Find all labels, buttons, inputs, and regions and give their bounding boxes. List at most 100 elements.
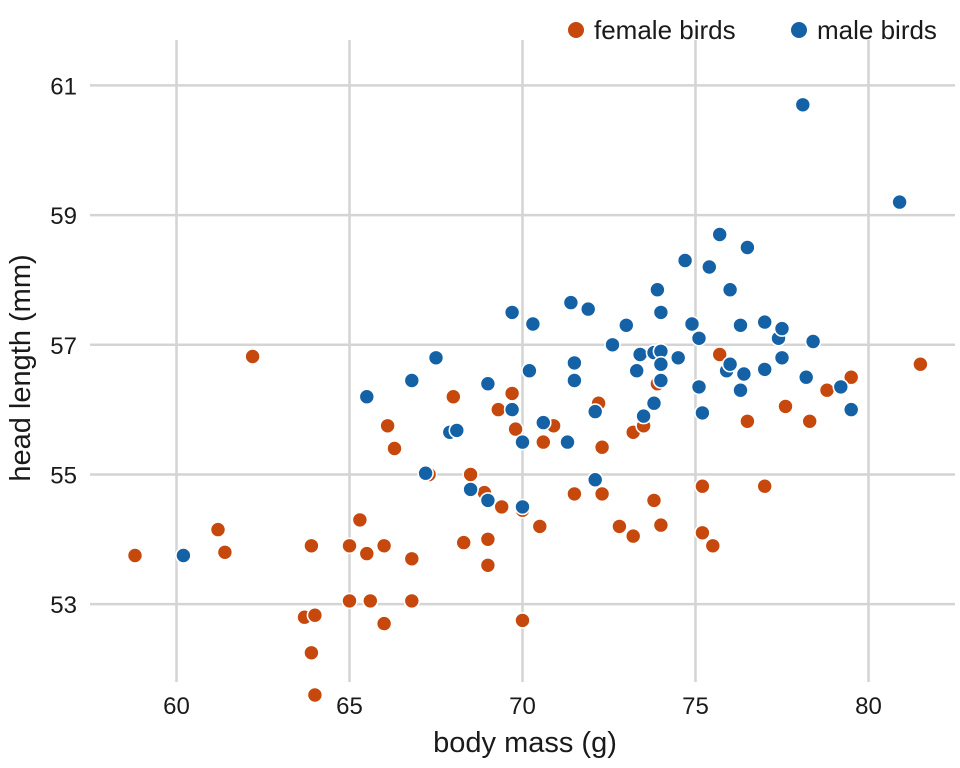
male-bird-point [773,349,791,367]
male-bird-point [645,394,663,412]
female-bird-point [711,346,729,363]
male-bird-point [579,300,597,318]
legend-female-marker [568,22,584,38]
male-bird-point [566,354,583,372]
male-bird-point [676,252,694,269]
male-bird-point [690,329,708,347]
legend: female birds male birds [568,15,937,45]
x-tick-label: 80 [855,693,882,720]
male-bird-point [503,401,521,418]
female-bird-point [351,511,369,529]
male-bird-point [479,375,497,393]
male-bird-point [534,414,552,431]
male-bird-point [427,349,445,367]
male-bird-point [773,320,791,337]
x-axis-title: body mass (g) [433,727,617,759]
male-bird-point [739,239,756,256]
male-bird-point [842,401,860,418]
male-bird-point [617,316,635,334]
female-bird-point [534,433,552,451]
data-points [126,96,929,704]
male-bird-point [711,226,729,243]
legend-male-label: male birds [817,15,937,45]
y-tick-label: 55 [50,462,77,489]
female-bird-point [566,485,583,503]
male-bird-point [735,365,753,383]
female-bird-point [493,498,511,516]
female-bird-point [403,550,421,568]
male-bird-point [566,372,583,389]
female-bird-point [756,477,774,495]
female-bird-point [403,592,421,610]
female-bird-point [912,355,929,373]
female-bird-point [531,518,549,535]
female-bird-point [704,537,722,555]
female-bird-point [801,412,819,430]
female-bird-point [507,420,524,438]
male-bird-point [797,368,815,386]
female-bird-point [341,537,358,555]
male-bird-point [175,547,192,564]
male-bird-point [756,313,774,331]
legend-female-label: female birds [594,15,736,45]
male-bird-point [832,378,850,396]
male-bird-point [448,422,466,439]
male-bird-point [721,281,739,299]
female-bird-point [303,644,320,662]
male-bird-point [694,404,711,422]
female-bird-point [375,537,393,555]
x-tick-label: 60 [163,693,190,720]
male-bird-point [804,333,822,350]
male-bird-point [417,464,434,482]
male-bird-point [631,346,649,363]
male-bird-point [669,349,687,367]
y-tick-label: 61 [50,73,77,100]
female-bird-point [386,440,403,457]
male-bird-point [586,403,604,420]
female-bird-point [624,527,642,545]
grid-lines [90,40,955,682]
female-bird-point [306,606,324,624]
female-bird-point [593,438,611,456]
y-tick-label: 53 [50,592,77,619]
y-tick-label: 57 [50,333,77,360]
female-bird-point [306,686,324,704]
female-bird-point [694,477,711,495]
female-bird-point [126,547,144,564]
male-bird-point [891,193,908,211]
female-bird-point [503,385,521,402]
female-bird-point [489,401,507,418]
male-bird-point [756,361,774,378]
female-bird-point [479,530,497,548]
female-bird-point [739,412,756,430]
male-bird-point [721,355,739,373]
axis-ticks: 60 65 70 75 80 53 55 57 59 61 [50,73,882,720]
male-bird-point [514,433,531,451]
female-bird-point [593,485,611,503]
male-bird-point [604,336,621,354]
male-bird-point [690,378,708,396]
female-bird-point [379,417,396,435]
female-bird-point [341,592,358,610]
female-bird-point [455,534,473,551]
female-bird-point [303,537,320,555]
female-bird-point [611,518,628,535]
male-bird-point [628,362,646,380]
male-bird-point [562,294,580,311]
male-bird-point [358,388,376,406]
female-bird-point [361,592,379,610]
male-bird-point [559,433,576,451]
female-bird-point [375,615,393,632]
x-tick-label: 70 [509,693,536,720]
male-bird-point [700,258,718,276]
y-axis-title: head length (mm) [5,254,37,481]
female-bird-point [694,524,711,542]
male-bird-point [683,315,701,333]
male-bird-point [732,381,749,399]
female-bird-point [652,516,670,534]
male-bird-point [521,362,538,380]
female-bird-point [777,398,794,415]
female-bird-point [462,466,479,483]
female-bird-point [244,348,261,365]
